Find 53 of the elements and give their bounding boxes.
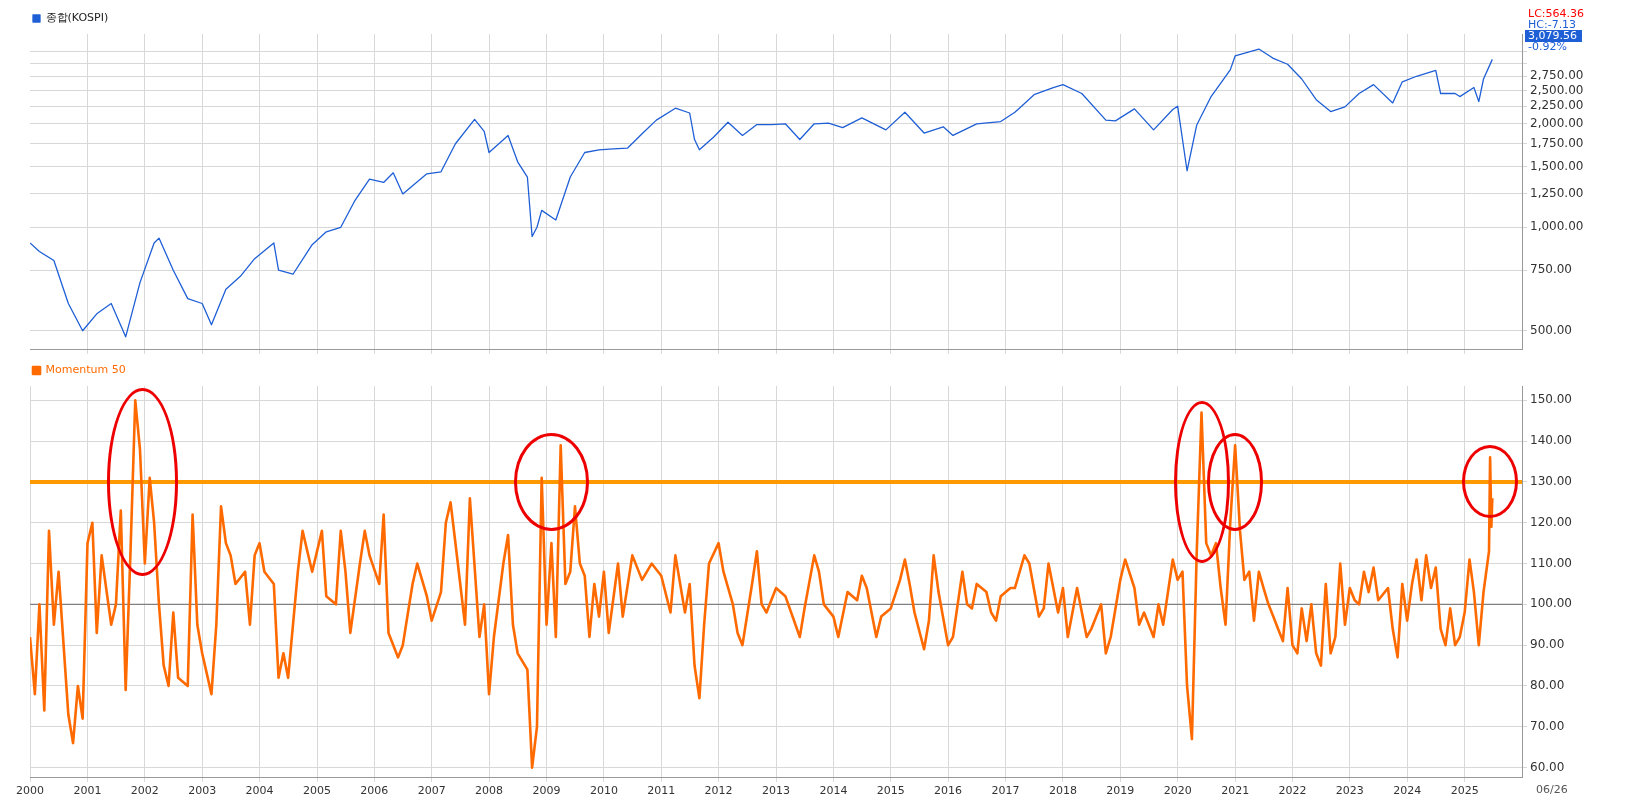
legend-label: Momentum 50 [45,363,126,377]
x-tick-label: 2000 [16,784,44,798]
y-tick-label: 2,250.00 [1530,98,1584,113]
x-tick-label: 2023 [1335,784,1364,798]
y-tick-label: 80.00 [1530,678,1565,693]
text: 3,079.56 [1528,29,1577,43]
x-tick-label: 2014 [819,784,848,798]
legend-label: 종합(KOSPI) [45,11,109,25]
x-tick-label: 2002 [130,784,159,798]
text: HC:-7.13 [1528,18,1577,32]
y-tick-label: 2,750.00 [1530,68,1584,83]
y-tick-label: 70.00 [1530,718,1565,733]
x-tick-label: 2012 [704,784,733,798]
x-tick-label: 2016 [934,784,963,798]
y-tick-label: 60.00 [1530,759,1565,774]
y-tick-label: 500.00 [1530,322,1572,337]
y-tick-label: 750.00 [1530,262,1572,277]
y-tick-label: 100.00 [1530,596,1572,611]
text: LC:564.36 [1528,7,1585,21]
x-tick-label: 2018 [1048,784,1077,798]
x-tick-label: 2009 [532,784,561,798]
x-tick-label: 2020 [1163,784,1192,798]
text: 06/26 [1536,783,1568,797]
y-tick-label: 1,000.00 [1530,219,1584,234]
y-tick-label: 110.00 [1530,555,1572,570]
x-tick-label: 2010 [589,784,618,798]
x-tick-label: 2024 [1393,784,1422,798]
text: -0.92% [1528,40,1567,54]
y-tick-label: 140.00 [1530,433,1572,448]
x-tick-label: 2013 [762,784,791,798]
x-tick-label: 2003 [188,784,217,798]
y-tick-label: 150.00 [1530,392,1572,407]
x-tick-label: 2015 [876,784,905,798]
x-tick-label: 2004 [245,784,274,798]
y-tick-label: 2,500.00 [1530,82,1584,97]
x-tick-label: 2006 [360,784,389,798]
y-tick-label: 90.00 [1530,637,1565,652]
x-tick-label: 2008 [475,784,504,798]
x-tick-label: 2007 [417,784,446,798]
y-tick-label: 1,250.00 [1530,186,1584,201]
x-tick-label: 2019 [1106,784,1135,798]
x-tick-label: 2021 [1221,784,1250,798]
y-tick-label: 2,000.00 [1530,115,1584,130]
x-tick-label: 2017 [991,784,1020,798]
x-tick-label: 2001 [73,784,102,798]
y-tick-label: 1,500.00 [1530,158,1584,173]
x-tick-label: 2022 [1278,784,1307,798]
y-tick-label: 1,750.00 [1530,135,1584,150]
x-tick-label: 2025 [1450,784,1479,798]
y-tick-label: 120.00 [1530,514,1572,529]
x-tick-label: 2011 [647,784,676,798]
x-tick-label: 2005 [303,784,332,798]
y-tick-label: 130.00 [1530,474,1572,489]
